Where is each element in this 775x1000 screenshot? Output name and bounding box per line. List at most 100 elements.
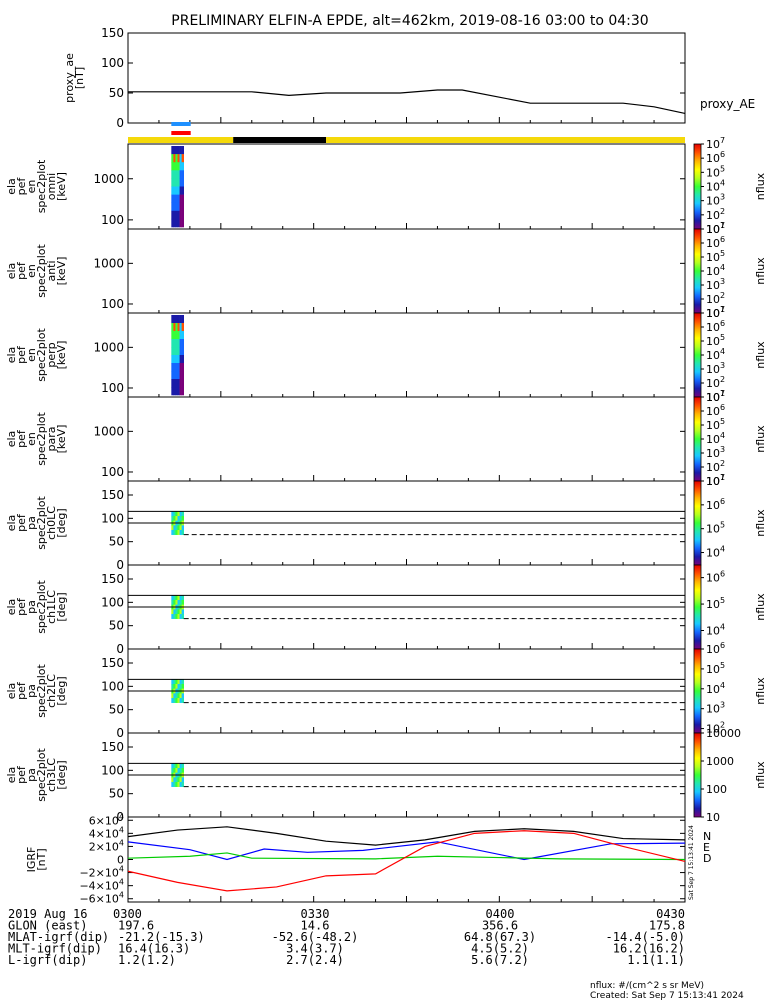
- spectrogram-cell: [179, 339, 182, 348]
- spectrogram-cell: [181, 698, 184, 703]
- side-timestamp: Sat Sep 7 15:13:41 2024: [688, 825, 695, 900]
- y-axis-label-line: ch1LC: [45, 590, 58, 624]
- spectrogram-cell: [177, 600, 180, 605]
- colorbar-tick-label: 106: [706, 570, 725, 585]
- spectrogram-cell: [175, 379, 178, 388]
- spectrogram-cell: [179, 387, 182, 396]
- spectrogram-cell: [179, 323, 182, 332]
- spectrogram-cell: [173, 202, 176, 212]
- spectrogram-cell: [173, 595, 176, 601]
- y-tick-label: 50: [109, 787, 124, 801]
- spectrogram-cell: [175, 763, 178, 769]
- spectrogram-cell: [171, 525, 174, 531]
- spectrogram-cell: [175, 768, 178, 773]
- spectrogram-cell: [171, 516, 174, 521]
- spectrogram-cell: [177, 315, 180, 324]
- spectrogram-cell: [181, 525, 184, 531]
- spectrogram-cell: [173, 511, 176, 517]
- y-axis-label-line: en: [25, 348, 38, 362]
- y-tick-label: 2×104: [89, 838, 124, 853]
- spectrogram-cell: [177, 595, 180, 601]
- colorbar-tick-label: 10000: [706, 727, 741, 740]
- panel-proxy_ae: 150 100 50 0 proxy_ae[nT] proxy_AE: [63, 26, 755, 130]
- y-tick-label: 150: [101, 488, 124, 502]
- y-axis-label-line: para: [45, 427, 58, 452]
- spectrogram-cell: [179, 600, 182, 605]
- y-axis-label-line: [keV]: [55, 425, 68, 454]
- y-axis-label-line: [nT]: [35, 848, 48, 870]
- spectrogram-cell: [181, 347, 184, 356]
- spectrogram-cell: [173, 218, 176, 228]
- colorbar-scale: [693, 396, 702, 482]
- spectrogram-cell: [181, 202, 184, 212]
- spectrogram-cell: [175, 323, 178, 332]
- colorbar-tick-label: 105: [706, 164, 725, 179]
- spectrogram-cell: [171, 355, 174, 364]
- spectrogram-cell: [173, 679, 176, 685]
- spectrogram-cell: [173, 154, 176, 163]
- spectrogram-cell: [175, 202, 178, 212]
- table-cell: 4.5(5.2): [471, 942, 529, 956]
- spectrogram-cell: [177, 609, 180, 615]
- colorbar: 107 106 105 104 nflux: [693, 473, 767, 566]
- y-tick-label: 1000: [93, 256, 124, 270]
- spectrogram-cell: [181, 186, 184, 195]
- y-axis-label-line: ela: [5, 767, 18, 784]
- colorbar-tick-label: 105: [706, 333, 725, 348]
- spectrogram-cell: [173, 387, 176, 396]
- spectrogram-cell: [173, 347, 176, 356]
- colorbar-tick-label: 103: [706, 361, 725, 376]
- colorbar-tick-label: 10: [706, 811, 720, 824]
- panel-frame: [127, 312, 686, 398]
- spectrogram-cell: [175, 154, 178, 163]
- spectrogram-cell: [173, 178, 176, 187]
- y-tick-label: 0: [117, 854, 124, 867]
- y-tick-label: 0: [116, 810, 124, 824]
- science-zone-marker-red: [171, 131, 191, 135]
- spectrogram-cell: [175, 609, 178, 615]
- spectrogram-cell: [179, 186, 182, 195]
- panel-frame: [127, 32, 686, 124]
- panel-frame: [127, 228, 686, 314]
- spectrogram-cell: [171, 210, 174, 220]
- y-axis-label-line: pef: [15, 597, 28, 616]
- spectrogram-cell: [181, 178, 184, 187]
- spectrogram-cell: [181, 162, 184, 171]
- table-cell: 16.4(16.3): [118, 942, 190, 956]
- segment-bar-yellow: [128, 137, 234, 143]
- segment-bar-black: [233, 137, 327, 143]
- spectrogram-cell: [171, 347, 174, 356]
- spectrogram-cell: [179, 371, 182, 380]
- y-tick-label: 50: [109, 535, 124, 549]
- colorbar-tick-label: 102: [706, 459, 725, 474]
- y-tick-label: −2×104: [79, 865, 124, 880]
- colorbar-tick-label: 104: [706, 681, 725, 696]
- colorbar-label: nflux: [754, 593, 767, 621]
- colorbar-tick-label: 107: [706, 389, 725, 404]
- colorbar-label: nflux: [754, 425, 767, 453]
- colorbar-tick-label: 104: [706, 347, 725, 362]
- table-cell: -21.2(-15.3): [118, 930, 205, 944]
- colorbar-tick-label: 105: [706, 521, 725, 536]
- y-tick-label: 1000: [93, 424, 124, 438]
- table-cell: -52.6(-48.2): [272, 930, 359, 944]
- spectrogram-cell: [173, 363, 176, 372]
- spectrogram-cell: [179, 210, 182, 220]
- legend-label-D: D: [703, 852, 711, 865]
- y-axis-label-line: spec2plot: [35, 244, 48, 298]
- spectrogram-cell: [179, 763, 182, 769]
- spectrogram-cell: [181, 684, 184, 689]
- y-tick-label: 150: [101, 656, 124, 670]
- science-zone-marker-blue: [171, 122, 191, 126]
- spectrogram-cell: [177, 516, 180, 521]
- table-cell: 14.6: [301, 919, 330, 933]
- spectrogram-cell: [173, 763, 176, 769]
- y-axis-label-line: anti: [45, 260, 58, 281]
- units-note: nflux: #/(cm^2 s sr MeV): [590, 981, 704, 991]
- panel-ela_pef_pa_spec2plot_ch1LC: 150100500elapefpaspec2plotch1LC[deg]1061…: [5, 564, 767, 656]
- spectrogram-cell: [175, 684, 178, 689]
